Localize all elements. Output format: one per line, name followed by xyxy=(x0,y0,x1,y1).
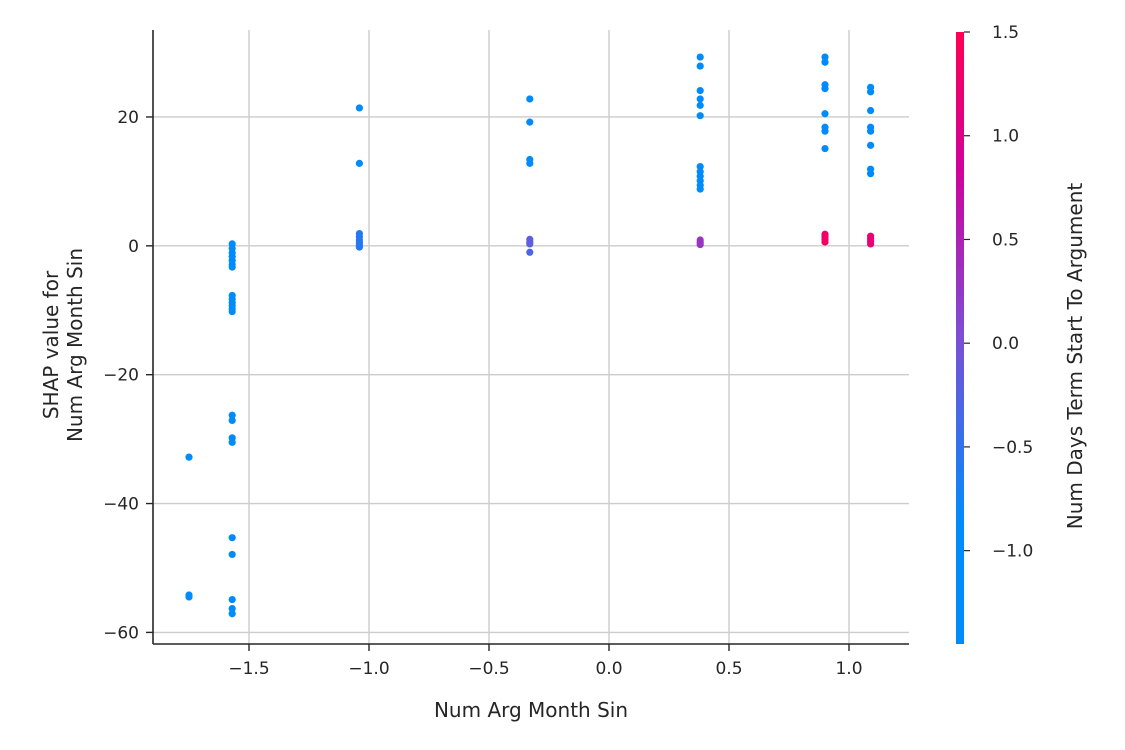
data-point xyxy=(228,307,236,316)
data-point xyxy=(696,162,704,171)
data-point xyxy=(696,86,704,95)
axes: −1.5 −1.0 −0.5 0.0 0.5 1.0 20 0 −20 −40 −60 Num Arg… xyxy=(39,30,909,722)
data-point xyxy=(867,170,875,178)
data-point xyxy=(355,243,363,251)
y-tick-label: 0 xyxy=(128,237,139,257)
colorbar-tick-label: 0.5 xyxy=(992,230,1019,250)
data-point xyxy=(821,127,829,135)
data-point xyxy=(185,453,193,461)
data-point xyxy=(228,411,236,419)
data-point xyxy=(867,88,875,96)
data-point xyxy=(696,62,704,70)
data-point xyxy=(821,144,829,153)
y-tick-label: −60 xyxy=(103,623,139,643)
data-point xyxy=(228,438,236,446)
data-point xyxy=(355,159,363,167)
data-point xyxy=(228,610,236,618)
data-point xyxy=(355,104,363,112)
data-point xyxy=(821,238,829,246)
data-point xyxy=(526,240,534,248)
gridlines xyxy=(153,30,909,644)
scatter-points xyxy=(185,53,875,618)
colorbar-label: Num Days Term Start To Argument xyxy=(1063,183,1087,530)
data-point xyxy=(228,263,236,271)
data-point xyxy=(821,110,829,118)
x-tick-label: −1.5 xyxy=(228,659,269,679)
y-tick-label: 20 xyxy=(117,108,139,128)
x-tick-label: 1.0 xyxy=(835,659,862,679)
data-point xyxy=(696,112,704,120)
y-axis-label: SHAP value forNum Arg Month Sin xyxy=(39,248,87,442)
data-point xyxy=(526,118,534,126)
x-axis-label: Num Arg Month Sin xyxy=(434,698,628,722)
x-tick-label: 0.5 xyxy=(715,659,742,679)
y-axis-label-line: Num Arg Month Sin xyxy=(63,248,87,442)
y-tick-label: −20 xyxy=(103,366,139,386)
data-point xyxy=(228,604,236,613)
data-point xyxy=(526,248,534,256)
data-point xyxy=(526,95,534,103)
data-point xyxy=(228,416,236,425)
data-point xyxy=(821,53,829,61)
data-point xyxy=(696,101,704,109)
data-point xyxy=(867,106,875,115)
data-point xyxy=(696,240,704,249)
colorbar-tick-label: −1.0 xyxy=(992,542,1033,562)
y-axis-label-line: SHAP value for xyxy=(39,270,63,419)
colorbar-tick-label: 1.5 xyxy=(992,23,1019,43)
data-point xyxy=(185,593,193,601)
data-point xyxy=(228,550,236,559)
x-tick-label: 0.0 xyxy=(595,659,622,679)
data-point xyxy=(696,185,704,193)
y-tick-label: −40 xyxy=(103,495,139,515)
data-point xyxy=(821,85,829,93)
data-point xyxy=(867,240,875,248)
data-point xyxy=(821,58,829,66)
x-tick-label: −1.0 xyxy=(348,659,389,679)
colorbar-gradient xyxy=(956,32,964,644)
data-point xyxy=(867,127,875,135)
colorbar-tick-label: −0.5 xyxy=(992,438,1033,458)
data-point xyxy=(526,159,534,167)
data-point xyxy=(696,53,704,61)
data-point xyxy=(228,595,236,604)
data-point xyxy=(696,95,704,103)
colorbar-tick-label: 0.0 xyxy=(992,334,1019,354)
colorbar: 1.5 1.0 0.5 0.0 −0.5 −1.0 Num Days Term Start … xyxy=(956,23,1087,644)
data-point xyxy=(228,534,236,542)
colorbar-tick-label: 1.0 xyxy=(992,127,1019,147)
data-point xyxy=(867,141,875,149)
x-tick-label: −0.5 xyxy=(468,659,509,679)
